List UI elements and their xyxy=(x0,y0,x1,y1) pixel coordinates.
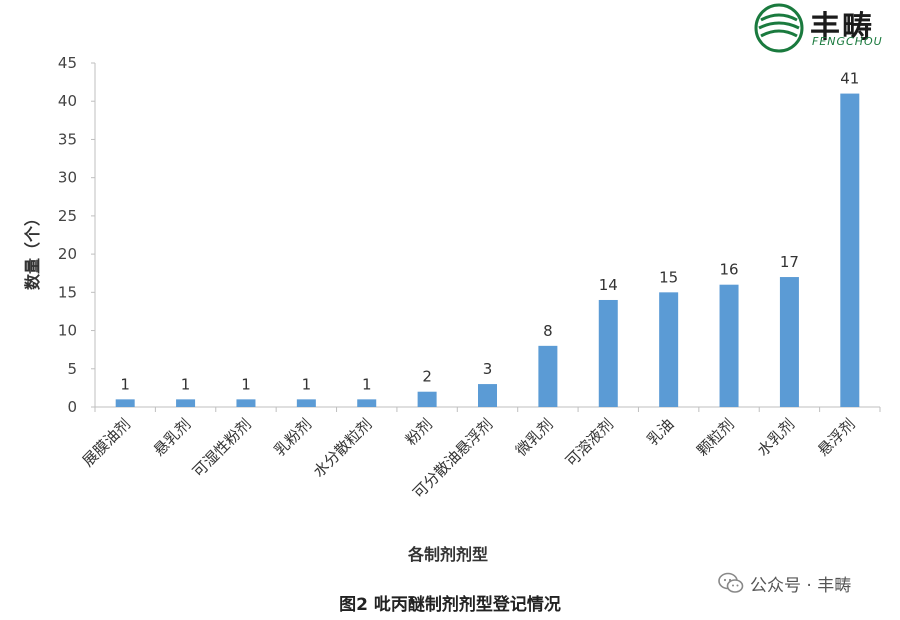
data-label: 16 xyxy=(719,261,738,279)
data-label: 1 xyxy=(120,375,130,393)
data-label: 17 xyxy=(780,253,799,271)
wechat-watermark: 公众号 · 丰畴 xyxy=(718,568,851,598)
category-label: 展膜油剂 xyxy=(79,415,134,470)
y-tick-label: 45 xyxy=(58,54,77,72)
y-tick-label: 30 xyxy=(58,169,77,187)
y-tick-label: 25 xyxy=(58,207,77,225)
data-label: 15 xyxy=(659,268,678,286)
bar xyxy=(115,399,135,407)
bars xyxy=(115,93,860,408)
wechat-icon xyxy=(718,572,744,593)
bar xyxy=(296,399,316,407)
y-axis-title: 数量（个） xyxy=(23,210,42,290)
bar xyxy=(659,292,679,407)
bar xyxy=(719,284,739,407)
y-tick-label: 20 xyxy=(58,245,77,263)
y-tick-label: 0 xyxy=(67,398,77,416)
data-label: 41 xyxy=(840,70,859,88)
data-labels: 1 1 1 1 1 2 3 8 14 15 16 17 41 xyxy=(120,70,859,394)
y-tick-label: 35 xyxy=(58,130,77,148)
category-label: 乳粉剂 xyxy=(271,415,316,460)
data-label: 1 xyxy=(362,375,372,393)
bar xyxy=(598,299,618,407)
y-tick-label: 5 xyxy=(67,360,77,378)
bar xyxy=(176,399,196,407)
bar xyxy=(840,93,860,408)
x-axis-title: 各制剂剂型 xyxy=(407,545,488,564)
bar xyxy=(236,399,256,407)
category-label: 可湿性粉剂 xyxy=(189,415,255,481)
bar xyxy=(478,384,497,407)
category-label: 粉剂 xyxy=(402,415,436,449)
bar xyxy=(779,277,799,407)
data-label: 1 xyxy=(302,375,312,393)
bar xyxy=(417,391,437,407)
figure-caption: 图2 吡丙醚制剂剂型登记情况 xyxy=(339,595,561,615)
data-label: 8 xyxy=(543,322,553,340)
data-label: 1 xyxy=(241,375,251,393)
category-label: 水分散粒剂 xyxy=(310,415,376,481)
logo-chinese-text: 丰畴 xyxy=(810,10,874,45)
data-label: 14 xyxy=(599,276,618,294)
category-label: 悬乳剂 xyxy=(150,415,195,460)
category-label: 颗粒剂 xyxy=(693,415,738,460)
fengchou-logo-mark-icon xyxy=(754,3,804,53)
logo-english-text: FENGCHOU xyxy=(812,35,883,48)
data-label: 1 xyxy=(181,375,191,393)
data-label: 3 xyxy=(483,360,493,378)
fengchou-logo: 丰畴 FENGCHOU xyxy=(752,2,898,54)
y-axis: 0 5 10 15 20 25 30 35 40 45 xyxy=(58,54,96,416)
data-label: 2 xyxy=(422,368,432,386)
bar xyxy=(357,399,377,407)
category-label: 水乳剂 xyxy=(754,415,799,460)
category-label: 可溶液剂 xyxy=(562,415,617,470)
category-label: 乳油 xyxy=(644,415,678,449)
bar xyxy=(538,345,558,407)
watermark-text: 公众号 · 丰畴 xyxy=(750,575,852,596)
category-label: 微乳剂 xyxy=(512,415,557,460)
x-axis xyxy=(94,406,881,412)
category-label: 悬浮剂 xyxy=(814,415,859,460)
y-tick-label: 10 xyxy=(58,322,77,340)
y-tick-label: 40 xyxy=(58,92,77,110)
y-tick-label: 15 xyxy=(58,283,77,301)
